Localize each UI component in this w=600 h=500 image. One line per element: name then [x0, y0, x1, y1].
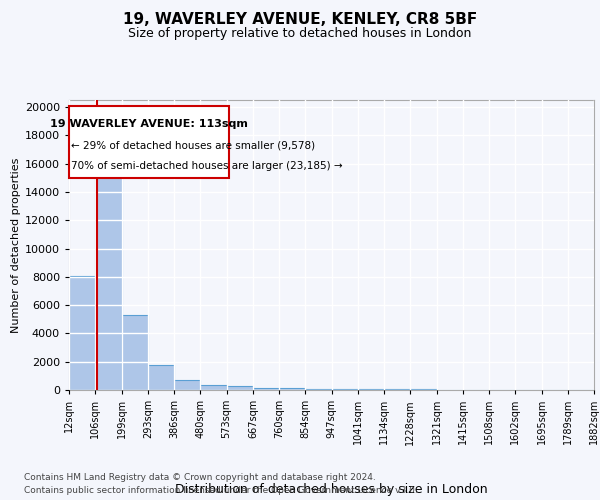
Bar [358, 389, 384, 390]
Text: 19 WAVERLEY AVENUE: 113sqm: 19 WAVERLEY AVENUE: 113sqm [50, 118, 248, 128]
Text: 19, WAVERLEY AVENUE, KENLEY, CR8 5BF: 19, WAVERLEY AVENUE, KENLEY, CR8 5BF [123, 12, 477, 28]
Text: 70% of semi-detached houses are larger (23,185) →: 70% of semi-detached houses are larger (… [71, 160, 343, 170]
Bar [200, 385, 227, 390]
Text: Size of property relative to detached houses in London: Size of property relative to detached ho… [128, 28, 472, 40]
Bar [227, 386, 253, 390]
Bar [305, 388, 331, 390]
Bar [253, 388, 279, 390]
Bar [121, 315, 148, 390]
Bar [69, 106, 229, 178]
Bar [174, 380, 200, 390]
Text: Contains HM Land Registry data © Crown copyright and database right 2024.: Contains HM Land Registry data © Crown c… [24, 472, 376, 482]
Y-axis label: Number of detached properties: Number of detached properties [11, 158, 20, 332]
X-axis label: Distribution of detached houses by size in London: Distribution of detached houses by size … [175, 484, 488, 496]
Bar [95, 155, 121, 390]
Text: ← 29% of detached houses are smaller (9,578): ← 29% of detached houses are smaller (9,… [71, 140, 316, 150]
Bar [331, 389, 358, 390]
Bar [279, 388, 305, 390]
Bar [69, 276, 95, 390]
Text: Contains public sector information licensed under the Open Government Licence v3: Contains public sector information licen… [24, 486, 418, 495]
Bar [148, 364, 174, 390]
